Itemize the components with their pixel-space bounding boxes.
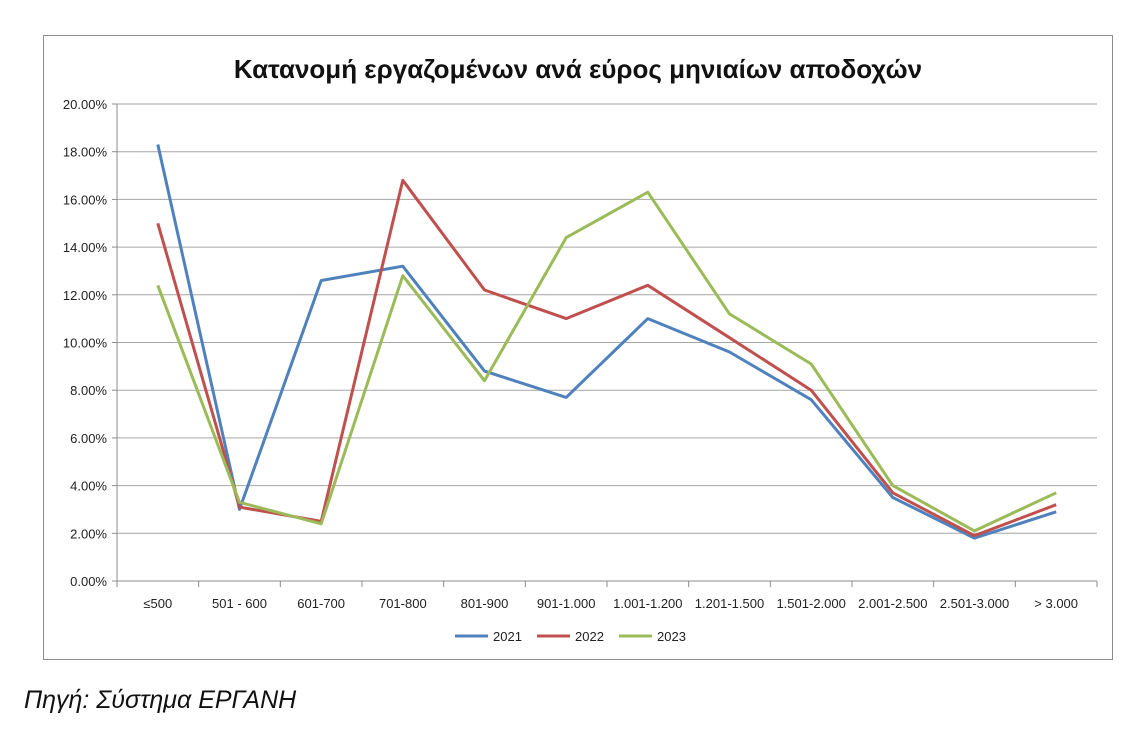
series-line-2023 bbox=[156, 190, 1057, 533]
x-axis: ≤500 501 - 600 601-700 701-800 801-900 901-1.… bbox=[116, 581, 1098, 611]
x-tick-label: 701-800 bbox=[379, 596, 427, 611]
y-axis: 0.00% 2.00% 4.00% 6.00% 8.00% 10.00% 12.00% 14.… bbox=[63, 97, 118, 589]
y-tick-label: 10.00% bbox=[63, 336, 108, 351]
y-tick-label: 20.00% bbox=[63, 97, 108, 112]
x-tick-label: 1.201-1.500 bbox=[695, 596, 764, 611]
chart-frame: Κατανομή εργαζομένων ανά εύρος μηνιαίων … bbox=[43, 35, 1113, 660]
x-tick-label: 501 - 600 bbox=[212, 596, 267, 611]
source-note: Πηγή: Σύστημα ΕΡΓΑΝΗ bbox=[24, 686, 297, 714]
legend-label: 2023 bbox=[657, 629, 686, 644]
gridlines bbox=[117, 103, 1097, 582]
legend-label: 2022 bbox=[575, 629, 604, 644]
y-tick-label: 6.00% bbox=[70, 431, 107, 446]
x-tick-label: 1.001-1.200 bbox=[613, 596, 682, 611]
series-lines bbox=[156, 144, 1057, 540]
x-tick-label: 801-900 bbox=[461, 596, 509, 611]
x-tick-label: 2.001-2.500 bbox=[858, 596, 927, 611]
x-tick-label: 901-1.000 bbox=[537, 596, 596, 611]
legend-label: 2021 bbox=[493, 629, 522, 644]
x-tick-label: > 3.000 bbox=[1034, 596, 1078, 611]
y-tick-label: 14.00% bbox=[63, 240, 108, 255]
y-tick-label: 8.00% bbox=[70, 383, 107, 398]
legend: 2021 2022 2023 bbox=[455, 629, 686, 644]
y-tick-label: 2.00% bbox=[70, 526, 107, 541]
x-tick-label: 1.501-2.000 bbox=[776, 596, 845, 611]
y-tick-label: 0.00% bbox=[70, 574, 107, 589]
x-tick-label: 2.501-3.000 bbox=[940, 596, 1009, 611]
series-line-2021 bbox=[156, 144, 1057, 540]
line-chart: Κατανομή εργαζομένων ανά εύρος μηνιαίων … bbox=[63, 54, 1098, 644]
y-tick-label: 4.00% bbox=[70, 479, 107, 494]
y-tick-label: 12.00% bbox=[63, 288, 108, 303]
x-tick-label: 601-700 bbox=[297, 596, 345, 611]
chart-title: Κατανομή εργαζομένων ανά εύρος μηνιαίων … bbox=[234, 54, 922, 84]
y-tick-label: 16.00% bbox=[63, 192, 108, 207]
y-tick-label: 18.00% bbox=[63, 145, 108, 160]
x-tick-label: ≤500 bbox=[143, 596, 172, 611]
